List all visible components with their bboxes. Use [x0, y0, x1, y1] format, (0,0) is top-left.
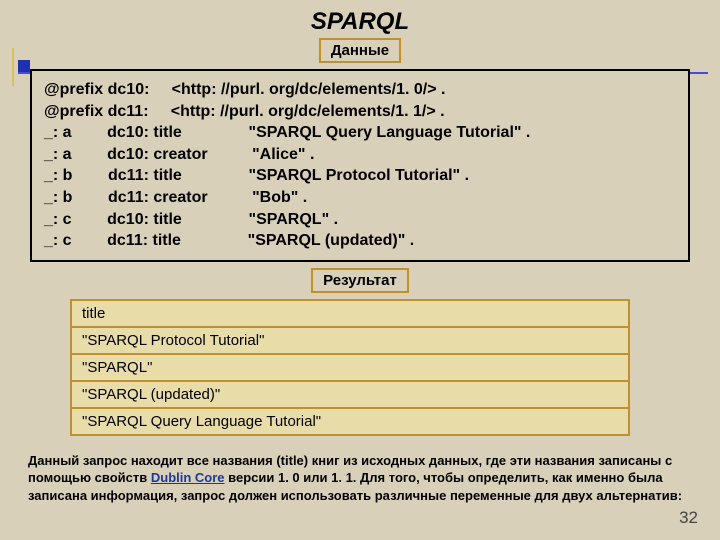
page-number: 32	[679, 508, 698, 528]
result-header: title	[71, 300, 629, 327]
result-section-label: Результат	[311, 268, 409, 293]
dublin-core-link[interactable]: Dublin Core	[151, 470, 225, 485]
data-line: @prefix dc10: <http: //purl. org/dc/elem…	[44, 79, 676, 101]
result-row: "SPARQL"	[71, 354, 629, 381]
result-row: "SPARQL (updated)"	[71, 381, 629, 408]
data-line: _: b dc11: title "SPARQL Protocol Tutori…	[44, 165, 676, 187]
result-table: title "SPARQL Protocol Tutorial" "SPARQL…	[70, 299, 630, 436]
data-section-label: Данные	[319, 38, 401, 63]
data-line: _: c dc10: title "SPARQL" .	[44, 209, 676, 231]
data-line: _: a dc10: creator "Alice" .	[44, 144, 676, 166]
data-box: @prefix dc10: <http: //purl. org/dc/elem…	[30, 69, 690, 262]
result-row: "SPARQL Protocol Tutorial"	[71, 327, 629, 354]
result-row: "SPARQL Query Language Tutorial"	[71, 408, 629, 435]
data-line: @prefix dc11: <http: //purl. org/dc/elem…	[44, 101, 676, 123]
accent-square	[18, 60, 30, 72]
page-title: SPARQL	[0, 0, 720, 40]
footer-note: Данный запрос находит все названия (titl…	[0, 446, 720, 505]
accent-vertical	[12, 48, 14, 86]
data-line: _: c dc11: title "SPARQL (updated)" .	[44, 230, 676, 252]
data-line: _: b dc11: creator "Bob" .	[44, 187, 676, 209]
data-line: _: a dc10: title "SPARQL Query Language …	[44, 122, 676, 144]
